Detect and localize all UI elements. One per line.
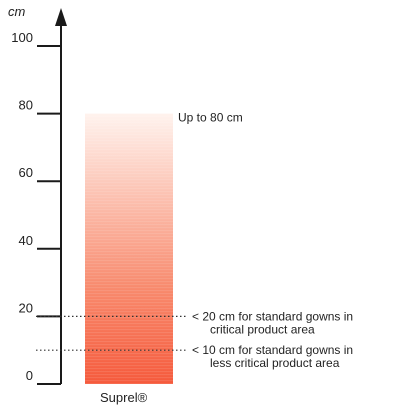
reference-note-line1: < 10 cm for standard gowns in	[192, 343, 353, 357]
reference-note-line1: < 20 cm for standard gowns in	[192, 309, 353, 323]
y-axis: cm 0 20 40 60 80 100	[8, 4, 67, 385]
y-tick-label: 100	[11, 30, 33, 45]
bars	[85, 113, 173, 385]
x-category-label: Suprel®	[100, 390, 148, 405]
reference-note-line2: less critical product area	[210, 356, 340, 370]
bar-suprel	[85, 113, 173, 384]
y-tick-label: 0	[26, 368, 33, 383]
y-tick-label: 40	[19, 233, 33, 248]
y-axis-arrow-icon	[55, 8, 67, 26]
reference-note-line2: critical product area	[210, 322, 315, 336]
y-tick-label: 80	[19, 98, 33, 113]
y-tick-label: 20	[19, 300, 33, 315]
bar-value-label: Up to 80 cm	[178, 111, 243, 125]
y-axis-unit-label: cm	[8, 4, 26, 19]
y-tick-label: 60	[19, 165, 33, 180]
labels: Up to 80 cm Suprel®	[100, 111, 243, 405]
